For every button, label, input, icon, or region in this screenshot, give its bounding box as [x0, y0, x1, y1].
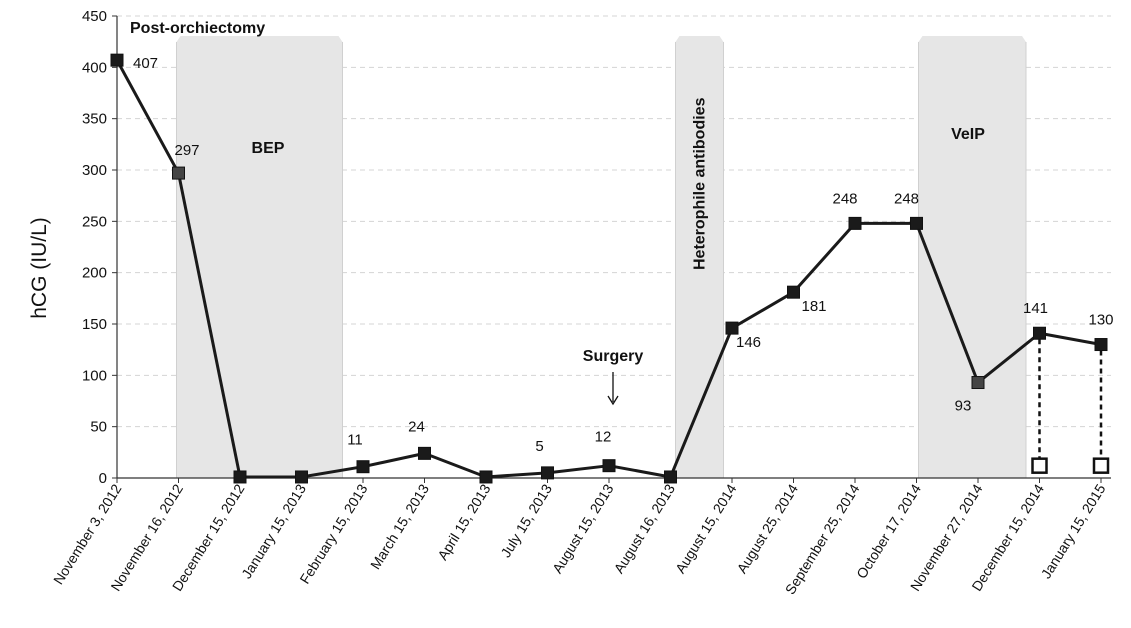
data-marker: [172, 166, 185, 180]
data-label: 248: [832, 190, 857, 207]
data-marker: [725, 321, 739, 335]
y-tick-label: 250: [82, 213, 107, 230]
data-marker: [233, 470, 247, 484]
data-label: 181: [802, 298, 827, 315]
surgery-annotation: Surgery: [583, 348, 644, 365]
y-axis-label: hCG (IU/L): [28, 217, 51, 319]
y-tick-label: 200: [82, 265, 107, 282]
y-tick-label: 100: [82, 367, 107, 384]
data-label: 130: [1088, 312, 1113, 329]
annotations: Post-orchiectomy Surgery: [130, 20, 644, 406]
x-tick-label: August 25, 2014: [733, 481, 801, 576]
data-markers: [110, 53, 1110, 484]
data-label: 407: [133, 55, 158, 72]
x-tick-label: January 15, 2015: [1038, 481, 1109, 581]
shaded-period-label: Heterophile antibodies: [692, 97, 709, 270]
data-label: 24: [408, 418, 425, 435]
open-marker: [1092, 457, 1110, 474]
data-label: 146: [736, 334, 761, 351]
y-tick-label: 450: [82, 8, 107, 25]
data-marker: [418, 446, 431, 460]
data-label: 141: [1023, 300, 1048, 317]
data-marker: [664, 470, 677, 484]
x-tick-label: October 17, 2014: [853, 481, 924, 581]
x-tick-label: July 15, 2013: [497, 481, 555, 560]
shaded-period-cap: [176, 36, 343, 42]
data-marker: [971, 376, 985, 390]
data-label: 248: [894, 190, 919, 207]
y-tick-label: 350: [82, 111, 107, 128]
data-marker: [602, 459, 616, 473]
data-label: 11: [347, 432, 363, 449]
y-tick-label: 300: [82, 162, 107, 179]
x-tick-label: April 15, 2013: [434, 481, 493, 563]
x-tick-label: August 15, 2014: [672, 481, 740, 576]
data-marker: [787, 285, 800, 299]
x-tick-label: August 16, 2013: [610, 481, 678, 576]
shaded-period: [176, 42, 343, 478]
data-marker: [910, 216, 923, 230]
y-tick-labels: 0 50 100 150 200 250 300 350 400 450: [82, 8, 107, 487]
data-labels: 407 297 11 24 5 12 146 181 248 248 93 141 130: [133, 55, 1114, 455]
shaded-period: [918, 42, 1026, 478]
data-marker: [1033, 326, 1046, 340]
dashed-connectors: [1038, 339, 1103, 459]
shaded-period-cap: [675, 36, 724, 42]
x-tick-label: January 15, 2013: [238, 481, 309, 581]
post-orchiectomy-annotation: Post-orchiectomy: [130, 20, 265, 37]
x-tick-label: March 15, 2013: [367, 481, 432, 572]
data-label: 5: [535, 438, 543, 455]
surgery-arrow-head: [607, 395, 619, 406]
data-marker: [110, 53, 124, 67]
y-tick-label: 150: [82, 316, 107, 333]
y-tick-label: 0: [99, 470, 107, 487]
shaded-period-cap: [918, 36, 1026, 42]
shaded-period-label: VeIP: [951, 126, 985, 143]
data-marker: [1094, 338, 1108, 352]
x-tick-label: November 3, 2012: [50, 481, 125, 587]
data-label: 93: [955, 398, 972, 415]
shaded-period-label: BEP: [252, 140, 285, 157]
shaded-periods: BEP Heterophile antibodies VeIP: [176, 36, 1027, 478]
x-tick-label: August 15, 2013: [549, 481, 617, 576]
data-label: 12: [595, 429, 612, 446]
data-marker: [356, 460, 370, 474]
data-marker: [541, 466, 554, 480]
data-marker: [848, 216, 862, 230]
data-marker: [295, 470, 308, 484]
y-tick-label: 400: [82, 59, 107, 76]
data-marker: [479, 470, 493, 484]
y-tick-label: 50: [90, 419, 107, 436]
open-marker: [1031, 457, 1048, 474]
data-label: 297: [175, 142, 200, 159]
x-tick-label: February 15, 2013: [296, 481, 370, 587]
